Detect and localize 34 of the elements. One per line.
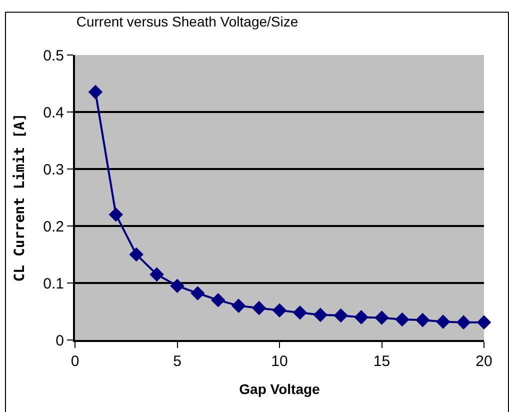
chart-title: Current versus Sheath Voltage/Size (76, 13, 298, 30)
x-axis-title: Gap Voltage (239, 380, 320, 397)
point (272, 303, 287, 318)
y-tick-label: 0.2 (43, 218, 64, 236)
point (313, 308, 328, 322)
point (150, 267, 164, 282)
point (129, 247, 144, 262)
x-tick-label: 10 (271, 353, 288, 370)
y-tick-label: 0.5 (43, 47, 64, 64)
point (292, 305, 308, 320)
point (231, 298, 246, 313)
point (334, 308, 348, 323)
point (88, 84, 103, 100)
point (395, 312, 410, 327)
point (476, 315, 492, 330)
point (374, 310, 389, 325)
y-tick-label: 0 (56, 332, 64, 350)
y-tick-label: 0.1 (43, 275, 64, 292)
point (211, 292, 226, 308)
point (416, 312, 430, 328)
point (456, 315, 471, 330)
point (436, 314, 450, 329)
point (190, 286, 205, 300)
point (170, 278, 184, 293)
x-tick-label: 5 (173, 353, 182, 370)
x-tick-label: 0 (70, 353, 80, 370)
x-tick-label: 20 (476, 353, 492, 370)
y-tick-label: 0.3 (43, 161, 64, 178)
point (252, 300, 266, 316)
y-tick-label: 0.4 (43, 104, 64, 122)
point (108, 207, 124, 222)
point (354, 310, 368, 324)
y-axis-title: CL Current Limit [A] (12, 113, 28, 282)
x-tick-label: 15 (373, 353, 390, 370)
